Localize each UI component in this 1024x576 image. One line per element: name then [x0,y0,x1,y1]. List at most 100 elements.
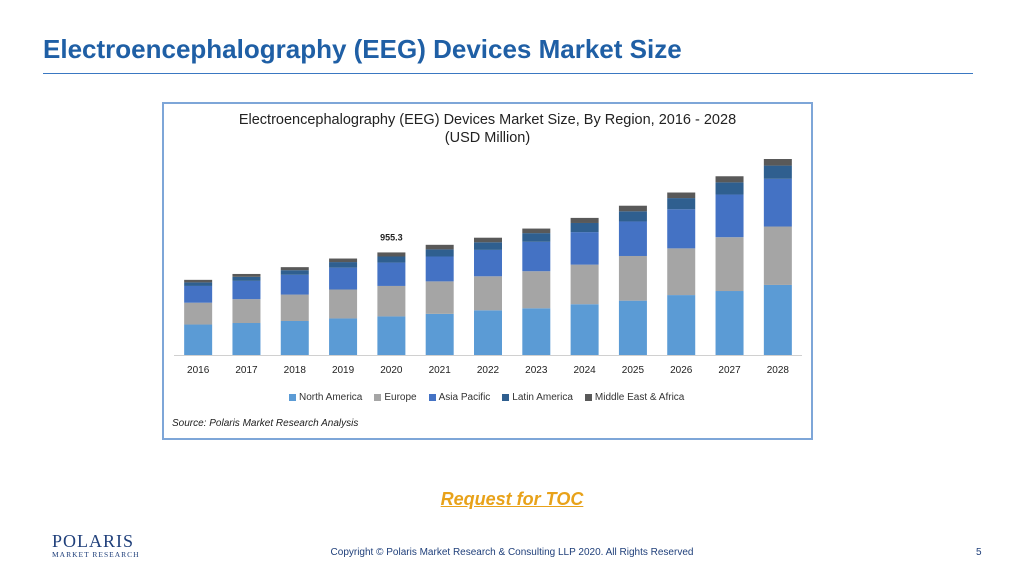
legend-swatch [584,394,592,401]
x-tick-label: 2021 [429,365,452,376]
legend-item: Asia Pacific [428,392,490,403]
bar-segment [570,264,599,305]
x-tick-label: 2025 [622,365,645,376]
x-tick-label: 2019 [332,365,355,376]
bar-segment [618,300,647,355]
bar-segment [570,232,599,265]
page-number: 5 [976,547,982,558]
title-divider [43,73,973,74]
data-label: 955.3 [380,232,403,242]
bar-segment [377,285,406,317]
bar-segment [329,262,358,268]
bar-segment [618,221,647,256]
bar-segment [715,291,744,355]
bar-segment [763,226,792,285]
copyright-text: Copyright © Polaris Market Research & Co… [330,547,694,558]
bar-segment [280,267,309,271]
x-tick-label: 2018 [284,365,307,376]
bar-segment [618,211,647,222]
legend-swatch [374,394,382,401]
bar-segment [280,274,309,295]
bar-segment [329,318,358,355]
bar-segment [763,284,792,355]
bar-segment [425,256,454,282]
bar-segment [715,237,744,292]
chart-title: Electroencephalography (EEG) Devices Mar… [238,112,737,128]
x-tick-label: 2020 [380,365,403,376]
legend-item: North America [289,392,362,403]
bar-segment [425,249,454,257]
bar-segment [184,324,213,355]
x-tick-label: 2027 [718,365,741,376]
request-toc-link[interactable]: Request for TOC [440,489,584,509]
bar-segment [522,233,551,242]
legend-swatch [502,394,510,401]
logo-wordmark: POLARIS [52,531,135,551]
bar-segment [232,273,261,277]
bar-segment [280,294,309,321]
legend-item: Europe [374,392,417,403]
bar-segment [570,217,599,223]
slide-title: Electroencephalography (EEG) Devices Mar… [43,34,682,64]
bar-segment [618,255,647,301]
bar-segment [232,299,261,324]
bar-segment [425,281,454,314]
bar-segment [425,313,454,355]
bar-segment [763,178,792,227]
bar-segment [184,279,213,283]
bar-segment [184,285,213,303]
bar-segment [763,165,792,179]
legend-label: Latin America [512,392,573,403]
x-tick-label: 2026 [670,365,693,376]
bar-segment [329,267,358,290]
bar-segment [232,276,261,281]
chart-plot: 2016 2017 2018 2019 2020 2021 2022 2023 2024 2025… [174,159,802,376]
chart-subtitle: (USD Million) [444,130,531,146]
chart-legend: North America Europe Asia Pacific Latin Ame… [289,392,684,403]
bar-segment [667,198,696,210]
bar-segment [667,209,696,249]
legend-item: Latin America [502,392,573,403]
x-tick-label: 2028 [767,365,790,376]
legend-swatch [428,394,436,401]
bar-segment [667,192,696,199]
logo-subtext: MARKET RESEARCH [52,550,140,559]
bar-segment [232,280,261,300]
legend-label: Europe [384,392,417,403]
chart-container: Electroencephalography (EEG) Devices Mar… [162,102,813,440]
bar-segment [667,248,696,296]
bar-segment [329,289,358,319]
bar-segment [474,249,502,277]
legend-label: North America [299,392,363,403]
bar-segment [474,237,502,243]
bar-segment [280,320,309,355]
bar-segment [377,262,406,286]
polaris-logo: POLARIS MARKET RESEARCH [52,532,140,559]
bar-segment [522,228,551,234]
legend-swatch [289,394,296,401]
bar-segment [522,241,551,272]
legend-item: Middle East & Africa [584,392,685,403]
bar-segment [232,323,261,355]
x-tick-label: 2023 [525,365,548,376]
bar-segment [377,256,406,263]
x-tick-label: 2024 [573,365,596,376]
bar-segment [377,252,406,257]
bar-segment [570,304,599,355]
bar-segment [522,308,551,355]
bar-segment [763,159,792,166]
bar-segment [715,176,744,183]
bar-segment [425,244,454,250]
x-tick-label: 2017 [235,365,258,376]
bar-segment [715,182,744,195]
bar-segment [522,271,551,309]
bar-segment [474,310,502,355]
legend-label: Middle East & Africa [594,392,685,403]
x-tick-label: 2022 [477,365,500,376]
bar-segment [377,316,406,355]
bar-segment [667,295,696,355]
bar-segment [715,194,744,238]
bar-segment [474,242,502,250]
bar-segment [184,282,213,286]
bar-segment [280,270,309,275]
